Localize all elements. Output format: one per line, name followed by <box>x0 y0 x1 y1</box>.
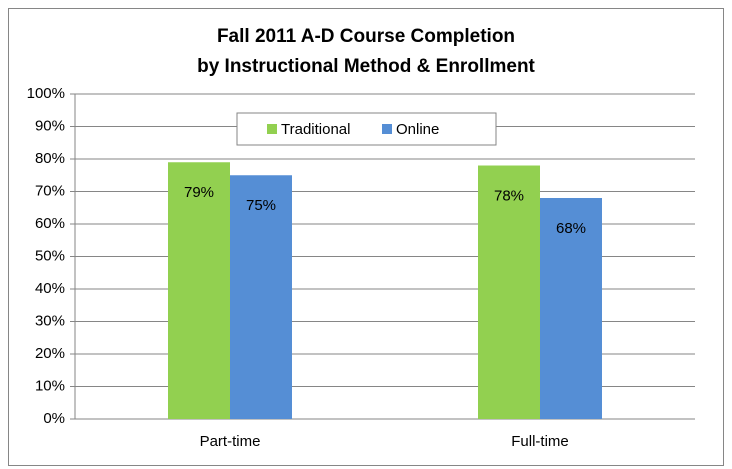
chart-title: by Instructional Method & Enrollment <box>197 56 535 77</box>
bar <box>168 162 230 419</box>
legend-swatch <box>382 124 392 134</box>
y-tick-label: 40% <box>35 280 65 297</box>
y-tick-label: 90% <box>35 117 65 134</box>
x-tick-label: Part-time <box>200 433 261 450</box>
bar <box>478 165 540 419</box>
data-label: 75% <box>246 197 276 214</box>
data-label: 68% <box>556 220 586 237</box>
y-tick-label: 30% <box>35 312 65 329</box>
y-tick-label: 60% <box>35 215 65 232</box>
bar <box>540 198 602 419</box>
y-tick-label: 100% <box>27 85 65 102</box>
y-tick-label: 50% <box>35 247 65 264</box>
chart-border <box>8 8 724 466</box>
x-tick-label: Full-time <box>511 433 569 450</box>
legend-box <box>236 112 497 146</box>
y-tick-label: 20% <box>35 345 65 362</box>
legend-swatch <box>267 124 277 134</box>
legend-label: Traditional <box>281 121 350 138</box>
y-tick-label: 80% <box>35 150 65 167</box>
chart-title: Fall 2011 A-D Course Completion <box>217 26 515 47</box>
data-label: 78% <box>494 187 524 204</box>
y-tick-label: 70% <box>35 182 65 199</box>
y-tick-label: 10% <box>35 377 65 394</box>
data-label: 79% <box>184 184 214 201</box>
bar <box>230 175 292 419</box>
y-tick-label: 0% <box>43 410 65 427</box>
legend-label: Online <box>396 121 439 138</box>
